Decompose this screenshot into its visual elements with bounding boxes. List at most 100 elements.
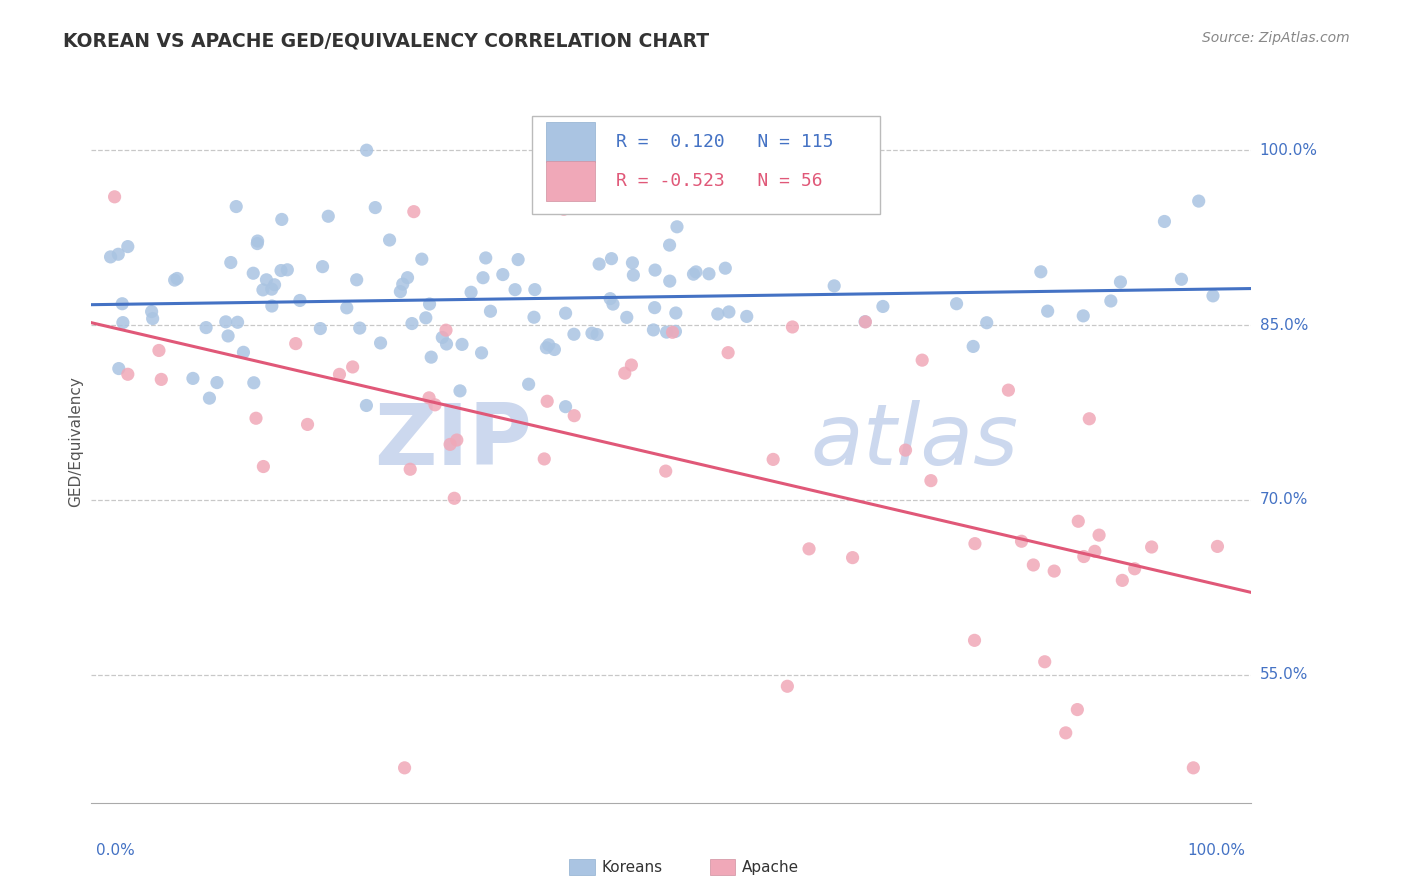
Point bbox=[418, 391, 440, 405]
Point bbox=[1066, 702, 1088, 716]
Point bbox=[198, 391, 221, 405]
Point bbox=[1011, 534, 1033, 549]
Point bbox=[297, 417, 319, 432]
Point bbox=[621, 268, 644, 282]
Point bbox=[581, 326, 603, 341]
Point bbox=[256, 273, 278, 287]
Point bbox=[1206, 540, 1229, 554]
Point bbox=[370, 336, 392, 351]
Point bbox=[284, 336, 307, 351]
Point bbox=[163, 273, 186, 287]
Point bbox=[401, 317, 423, 331]
Point bbox=[682, 267, 704, 281]
Point bbox=[621, 256, 644, 270]
Point bbox=[654, 464, 676, 478]
Point bbox=[658, 238, 681, 252]
Point bbox=[797, 541, 820, 556]
Point bbox=[1043, 564, 1066, 578]
Point bbox=[717, 305, 740, 319]
Text: R =  0.120   N = 115: R = 0.120 N = 115 bbox=[616, 133, 834, 152]
Point bbox=[503, 283, 526, 297]
Point bbox=[600, 252, 623, 266]
Point bbox=[232, 345, 254, 359]
Point bbox=[920, 474, 942, 488]
Point bbox=[443, 491, 465, 506]
Point bbox=[602, 297, 624, 311]
Point bbox=[553, 202, 575, 217]
Point bbox=[117, 239, 139, 253]
Point bbox=[1071, 309, 1094, 323]
Point bbox=[260, 299, 283, 313]
Point bbox=[117, 368, 139, 382]
Point bbox=[245, 411, 267, 425]
Point bbox=[586, 327, 609, 342]
Point bbox=[1170, 272, 1192, 286]
Point bbox=[226, 315, 249, 329]
Point bbox=[976, 316, 998, 330]
Point bbox=[472, 270, 495, 285]
Point bbox=[246, 236, 269, 251]
Point bbox=[423, 398, 446, 412]
Point bbox=[853, 315, 876, 329]
Point bbox=[1078, 411, 1101, 425]
Text: Source: ZipAtlas.com: Source: ZipAtlas.com bbox=[1202, 31, 1350, 45]
Point bbox=[613, 366, 636, 380]
Point bbox=[446, 433, 468, 447]
Point bbox=[1109, 275, 1132, 289]
Text: Apache: Apache bbox=[742, 860, 800, 874]
Point bbox=[661, 326, 683, 340]
Point bbox=[449, 384, 471, 398]
Point bbox=[523, 310, 546, 325]
Point bbox=[166, 271, 188, 285]
Text: 0.0%: 0.0% bbox=[96, 844, 135, 858]
Point bbox=[260, 282, 283, 296]
Point bbox=[841, 550, 863, 565]
Point bbox=[735, 310, 758, 324]
Point bbox=[111, 297, 134, 311]
Point bbox=[963, 536, 986, 550]
Point bbox=[309, 321, 332, 335]
Point bbox=[394, 761, 416, 775]
Point bbox=[399, 462, 422, 476]
Point bbox=[1073, 549, 1095, 564]
Point bbox=[1022, 558, 1045, 572]
FancyBboxPatch shape bbox=[546, 122, 595, 162]
Point bbox=[945, 296, 967, 310]
Point bbox=[436, 337, 458, 351]
FancyBboxPatch shape bbox=[546, 161, 595, 201]
Point bbox=[288, 293, 311, 308]
Point bbox=[195, 320, 218, 334]
Point bbox=[378, 233, 401, 247]
Point bbox=[536, 394, 558, 409]
Point bbox=[411, 252, 433, 267]
Point bbox=[1067, 514, 1090, 528]
Point bbox=[474, 251, 496, 265]
Point bbox=[517, 377, 540, 392]
Point bbox=[346, 273, 368, 287]
Point bbox=[148, 343, 170, 358]
Point bbox=[215, 315, 238, 329]
Point bbox=[717, 345, 740, 359]
Point bbox=[1099, 293, 1122, 308]
Point bbox=[1033, 655, 1056, 669]
Point bbox=[219, 255, 242, 269]
Point bbox=[242, 266, 264, 280]
Point bbox=[644, 301, 666, 315]
Point bbox=[225, 200, 247, 214]
Point bbox=[658, 274, 681, 288]
Point bbox=[243, 376, 266, 390]
Point bbox=[1123, 562, 1146, 576]
Point bbox=[420, 350, 443, 364]
Point bbox=[342, 359, 364, 374]
Point bbox=[588, 257, 610, 271]
Point bbox=[439, 437, 461, 451]
Point bbox=[782, 320, 804, 334]
Point bbox=[1153, 214, 1175, 228]
Point bbox=[181, 371, 204, 385]
Point bbox=[554, 306, 576, 320]
Text: atlas: atlas bbox=[810, 400, 1018, 483]
Point bbox=[644, 263, 666, 277]
Point bbox=[107, 361, 129, 376]
Point bbox=[599, 292, 621, 306]
Point bbox=[356, 143, 378, 157]
